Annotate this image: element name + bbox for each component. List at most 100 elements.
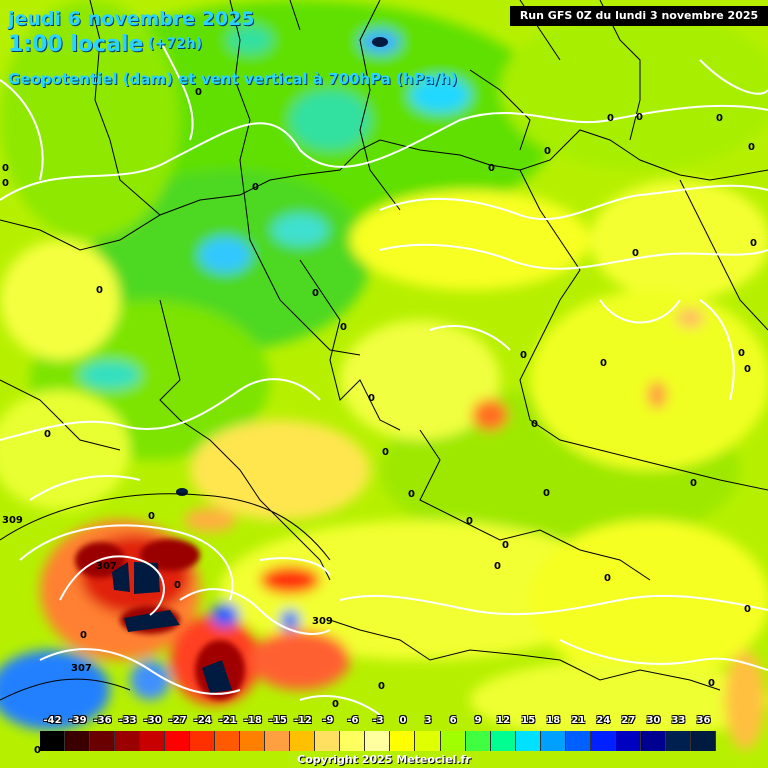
legend-swatch: [615, 731, 641, 751]
contour-label: 0: [340, 322, 347, 333]
contour-label: 0: [312, 288, 319, 299]
legend-swatch: [440, 731, 466, 751]
contour-label: 0: [2, 178, 9, 189]
legend-swatch: [490, 731, 516, 751]
contour-label: 0: [531, 419, 538, 430]
contour-label: 0: [2, 163, 9, 174]
contour-label: 0: [690, 478, 697, 489]
contour-label: 0: [195, 87, 202, 98]
legend-tick: -21: [218, 715, 237, 726]
legend-swatch: [365, 731, 391, 751]
legend-tick: 27: [621, 715, 636, 726]
legend-swatch: [215, 731, 241, 751]
legend-tick: -36: [93, 715, 112, 726]
legend-swatch: [190, 731, 216, 751]
contour-label: 0: [607, 113, 614, 124]
legend-tick: 18: [546, 715, 561, 726]
contour-label: 0: [543, 488, 550, 499]
contour-label: 0: [44, 429, 51, 440]
legend-tick: -30: [143, 715, 162, 726]
forecast-offset: (+72h): [148, 36, 202, 52]
legend-tick: -33: [118, 715, 137, 726]
legend-tick: -27: [168, 715, 187, 726]
contour-label: 0: [174, 580, 181, 591]
legend-tick: -3: [372, 715, 384, 726]
legend-swatch: [665, 731, 691, 751]
legend-tick: -12: [293, 715, 312, 726]
contour-label: 0: [750, 238, 757, 249]
legend-swatch: [65, 731, 91, 751]
legend-tick: -24: [193, 715, 212, 726]
legend-swatch: [290, 731, 316, 751]
contour-label: 0: [148, 511, 155, 522]
legend-tick: 36: [696, 715, 711, 726]
contour-label: 307: [71, 663, 92, 674]
contour-label: 0: [544, 146, 551, 157]
contour-label: 0: [744, 604, 751, 615]
contour-label: 0: [488, 163, 495, 174]
legend-tick: 24: [596, 715, 611, 726]
legend-swatch: [115, 731, 141, 751]
legend-swatch: [465, 731, 491, 751]
contour-label: 0: [636, 112, 643, 123]
legend-swatch: [240, 731, 266, 751]
contour-label: 0: [604, 573, 611, 584]
legend-swatch: [315, 731, 341, 751]
run-info: Run GFS 0Z du lundi 3 novembre 2025: [510, 6, 768, 26]
contour-label: 0: [332, 699, 339, 710]
forecast-time: 1:00 locale: [8, 32, 144, 57]
legend-swatch: [515, 731, 541, 751]
legend-swatch: [690, 731, 716, 751]
contour-label: 0: [748, 142, 755, 153]
contour-label: 0: [34, 745, 41, 756]
legend-swatch: [165, 731, 191, 751]
legend-tick: 3: [424, 715, 432, 726]
contour-label: 0: [408, 489, 415, 500]
legend-tick: 15: [521, 715, 536, 726]
legend-tick: 0: [399, 715, 407, 726]
contour-label: 0: [708, 678, 715, 689]
legend-swatch: [140, 731, 166, 751]
legend-tick: -9: [322, 715, 334, 726]
legend-swatch: [390, 731, 416, 751]
contour-label: 0: [502, 540, 509, 551]
contour-label: 0: [378, 681, 385, 692]
contour-label: 0: [520, 350, 527, 361]
legend-swatch: [265, 731, 291, 751]
legend-tick: -42: [43, 715, 62, 726]
legend-swatch: [640, 731, 666, 751]
forecast-date: jeudi 6 novembre 2025: [8, 8, 255, 30]
legend-tick: 12: [496, 715, 511, 726]
parameter-title: Geopotentiel (dam) et vent vertical à 70…: [8, 70, 458, 88]
legend-swatch: [590, 731, 616, 751]
legend-tick: 6: [449, 715, 457, 726]
contour-label: 309: [2, 515, 23, 526]
legend-tick: -6: [347, 715, 359, 726]
contour-label: 0: [80, 630, 87, 641]
legend-swatch: [415, 731, 441, 751]
legend-tick: -39: [68, 715, 87, 726]
legend-tick: 9: [474, 715, 482, 726]
contour-label: 0: [382, 447, 389, 458]
legend-tick: 33: [671, 715, 686, 726]
contour-label: 0: [716, 113, 723, 124]
legend-tick: 21: [571, 715, 586, 726]
contour-label: 0: [96, 285, 103, 296]
contour-label: 0: [494, 561, 501, 572]
copyright: Copyright 2025 Meteociel.fr: [297, 753, 471, 766]
legend-tick: -15: [268, 715, 287, 726]
legend-tick: -18: [243, 715, 262, 726]
legend-swatch: [90, 731, 116, 751]
contour-label: 0: [632, 248, 639, 259]
legend-swatch: [340, 731, 366, 751]
contour-label: 0: [368, 393, 375, 404]
legend-tick: 30: [646, 715, 661, 726]
contour-label: 0: [738, 348, 745, 359]
contour-label: 0: [466, 516, 473, 527]
legend-swatch: [540, 731, 566, 751]
legend-swatch: [40, 731, 66, 751]
contour-label: 309: [312, 616, 333, 627]
contour-label: 0: [600, 358, 607, 369]
contour-label: 0: [252, 182, 259, 193]
